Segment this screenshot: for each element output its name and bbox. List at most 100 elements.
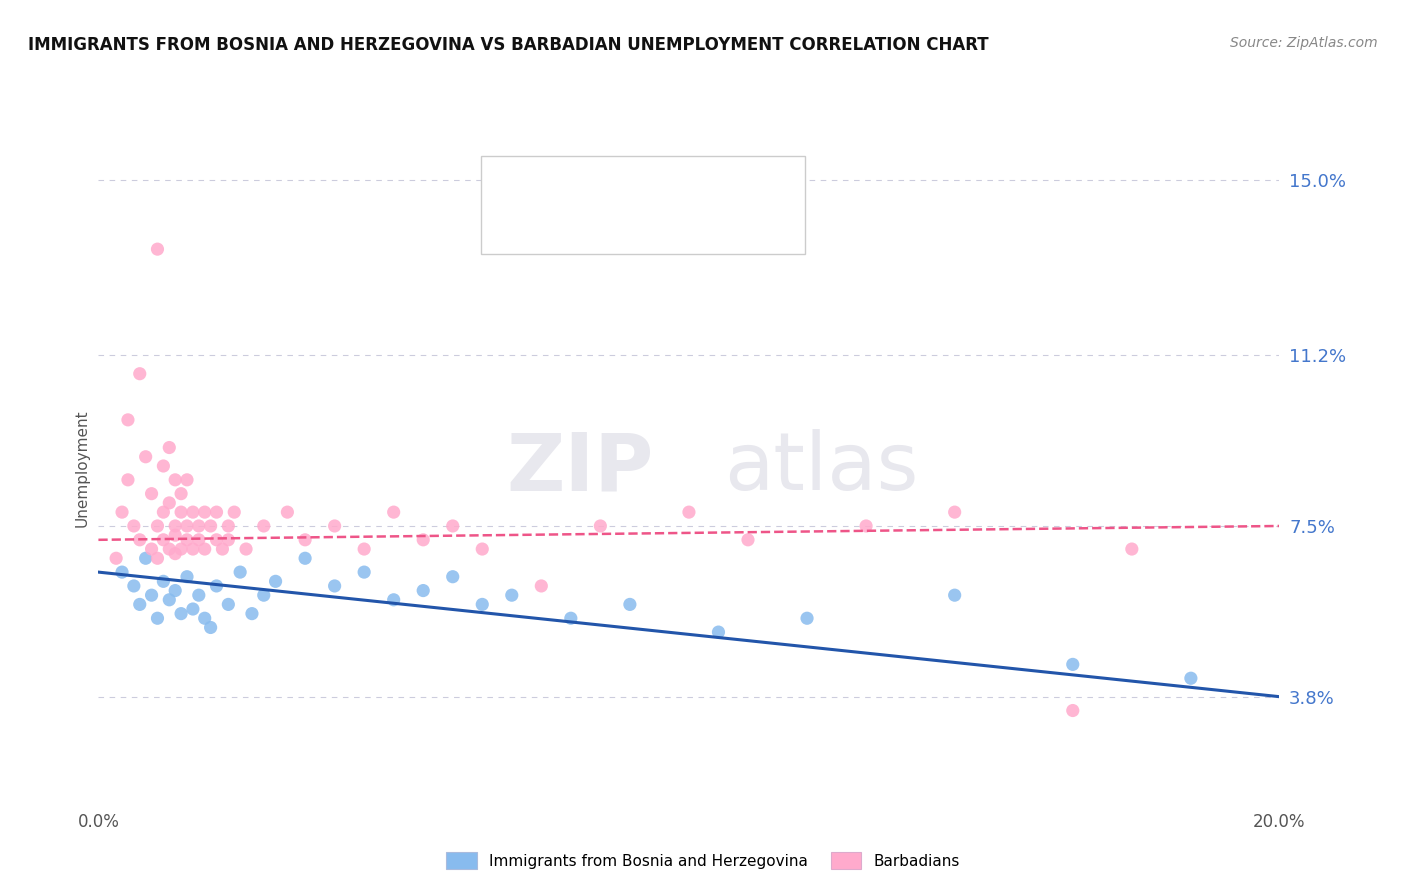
Point (253, 588, 276, 602)
Point (194, 505, 217, 519)
Point (1121, 542, 1143, 557)
Point (165, 473, 187, 487)
Point (294, 533, 316, 547)
Point (560, 611, 582, 625)
Point (128, 367, 150, 381)
Point (170, 486, 193, 500)
Point (224, 505, 246, 519)
Point (157, 441, 180, 455)
Point (796, 611, 818, 625)
Text: ZIP: ZIP (506, 429, 654, 508)
Point (157, 496, 180, 510)
Point (1062, 657, 1084, 672)
Point (217, 519, 239, 533)
Point (181, 505, 204, 519)
Point (146, 242, 169, 256)
Point (165, 583, 187, 598)
Point (170, 542, 193, 557)
Point (205, 533, 228, 547)
Point (128, 598, 150, 612)
Point (117, 473, 139, 487)
Text: atlas: atlas (724, 429, 918, 508)
Point (122, 519, 145, 533)
Point (176, 570, 198, 584)
Point (235, 542, 257, 557)
Text: 36: 36 (685, 183, 709, 201)
Text: Source: ZipAtlas.com: Source: ZipAtlas.com (1230, 36, 1378, 50)
Point (471, 542, 494, 557)
Point (530, 579, 553, 593)
Point (194, 542, 217, 557)
Point (176, 519, 198, 533)
Point (707, 625, 730, 640)
Point (264, 574, 287, 589)
Point (135, 450, 157, 464)
Point (187, 533, 209, 547)
Point (323, 519, 346, 533)
Point (855, 519, 877, 533)
Point (141, 542, 163, 557)
Point (181, 602, 204, 616)
Point (353, 565, 375, 579)
Point (111, 505, 134, 519)
Point (165, 528, 187, 542)
Point (382, 505, 405, 519)
Point (135, 551, 157, 566)
Point (1180, 671, 1202, 685)
Point (157, 542, 180, 557)
Point (441, 519, 464, 533)
Point (165, 547, 187, 561)
Point (146, 611, 169, 625)
Point (200, 519, 222, 533)
Text: 60: 60 (685, 221, 709, 239)
Point (229, 565, 252, 579)
Point (441, 570, 464, 584)
Point (152, 458, 174, 473)
Point (165, 519, 187, 533)
Y-axis label: Unemployment: Unemployment (75, 409, 90, 527)
Legend: Immigrants from Bosnia and Herzegovina, Barbadians: Immigrants from Bosnia and Herzegovina, … (440, 846, 966, 875)
Point (176, 473, 198, 487)
Point (194, 611, 217, 625)
Point (122, 579, 145, 593)
Point (152, 505, 174, 519)
Point (146, 519, 169, 533)
Point (146, 551, 169, 566)
Point (589, 519, 612, 533)
Point (200, 620, 222, 634)
Point (382, 592, 405, 607)
Point (678, 505, 700, 519)
Point (152, 533, 174, 547)
Point (176, 533, 198, 547)
Point (276, 505, 298, 519)
Point (157, 592, 180, 607)
Point (619, 598, 641, 612)
Point (943, 505, 966, 519)
Point (181, 542, 204, 557)
Point (1062, 704, 1084, 718)
Point (217, 598, 239, 612)
Point (205, 579, 228, 593)
Point (294, 551, 316, 566)
Text: -0.203: -0.203 (593, 183, 654, 201)
Point (353, 542, 375, 557)
Text: R =: R = (544, 221, 581, 239)
Point (217, 533, 239, 547)
Point (187, 588, 209, 602)
Point (141, 588, 163, 602)
Text: N =: N = (650, 221, 686, 239)
Point (412, 583, 434, 598)
Point (211, 542, 233, 557)
Point (170, 607, 193, 621)
Point (323, 579, 346, 593)
Point (170, 505, 193, 519)
Point (240, 607, 263, 621)
Text: IMMIGRANTS FROM BOSNIA AND HERZEGOVINA VS BARBADIAN UNEMPLOYMENT CORRELATION CHA: IMMIGRANTS FROM BOSNIA AND HERZEGOVINA V… (28, 36, 988, 54)
Point (128, 533, 150, 547)
Point (412, 533, 434, 547)
Point (471, 598, 494, 612)
Text: N =: N = (650, 183, 686, 201)
Point (501, 588, 523, 602)
Point (943, 588, 966, 602)
Point (117, 413, 139, 427)
